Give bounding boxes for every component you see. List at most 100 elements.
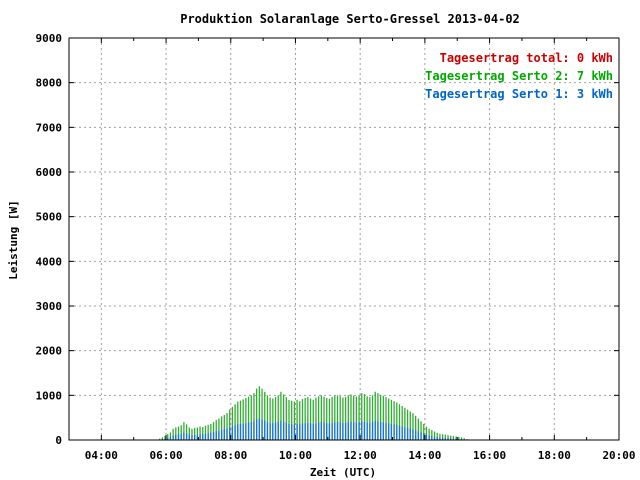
serto-2-bar: [312, 399, 314, 440]
serto-2-bar: [191, 428, 193, 440]
x-tick-label: 18:00: [538, 449, 571, 462]
serto-2-bar: [291, 400, 293, 440]
legend: Tagesertrag total: 0 kWh Tagesertrag Ser…: [425, 51, 613, 101]
serto-2-bar: [460, 437, 463, 440]
serto-2-bar: [296, 399, 298, 440]
serto-1-bar: [172, 435, 174, 440]
x-tick-label: 06:00: [149, 449, 182, 462]
plot-frame: [68, 37, 620, 441]
serto-1-bar: [455, 438, 457, 440]
serto-2-bar: [317, 396, 320, 440]
serto-1-bar: [245, 423, 247, 440]
serto-1-bar: [439, 437, 441, 440]
serto-2-bar: [388, 398, 390, 440]
serto-2-bar: [326, 398, 328, 440]
legend-serto-1: Tagesertrag Serto 1: 3 kWh: [425, 87, 613, 101]
serto-1-bar: [369, 422, 371, 440]
serto-1-bar: [371, 422, 374, 440]
y-tick-label: 9000: [36, 32, 63, 45]
serto-2-bar: [226, 413, 228, 440]
serto-2-bar: [215, 419, 217, 440]
serto-1-bar: [336, 422, 339, 440]
serto-1-bar: [420, 432, 422, 440]
serto-2-bar: [417, 418, 420, 440]
serto-1-bar: [261, 419, 263, 440]
x-tick-label: 12:00: [344, 449, 377, 462]
serto-1-bar: [425, 434, 428, 440]
serto-2-bar: [280, 391, 282, 440]
serto-2-bar: [274, 397, 277, 440]
serto-2-bar: [406, 409, 409, 440]
serto-1-bar: [342, 423, 344, 440]
x-axis-ticks: 04:00 06:00 08:00 10:00 12:00 14:00 16:00 18:00…: [68, 38, 636, 462]
serto-1-bar: [444, 437, 446, 440]
serto-2-bar: [231, 406, 234, 440]
serto-2-bar: [250, 395, 252, 440]
serto-2-bar: [239, 400, 242, 440]
serto-1-bar: [277, 422, 279, 440]
legend-serto-2: Tagesertrag Serto 2: 7 kWh: [425, 69, 613, 83]
serto-2-bar: [266, 395, 269, 440]
serto-2-bar: [210, 423, 212, 440]
serto-2-bar: [425, 426, 428, 440]
serto-1-bar: [223, 429, 225, 440]
serto-2-bar: [293, 401, 296, 440]
y-tick-label: 7000: [36, 121, 63, 134]
serto-2-bar: [277, 395, 279, 440]
serto-1-bar: [379, 421, 382, 440]
y-tick-label: 1000: [36, 389, 63, 402]
y-tick-label: 3000: [36, 300, 63, 313]
serto-1-bar: [428, 435, 430, 440]
serto-2-bar: [237, 401, 239, 440]
serto-2-bar: [347, 395, 349, 440]
serto-1-bar: [301, 423, 304, 440]
serto-2-bar: [366, 396, 368, 440]
serto-2-bar: [264, 391, 266, 440]
serto-1-bar: [312, 423, 314, 440]
serto-1-bar: [404, 427, 406, 440]
y-tick-label: 6000: [36, 166, 63, 179]
serto-1-bar: [317, 422, 320, 440]
serto-2-bar: [269, 397, 271, 440]
serto-2-bar: [361, 393, 363, 440]
serto-1-bar: [229, 427, 231, 440]
serto-2-bar: [212, 422, 215, 440]
serto-1-bar: [180, 433, 182, 440]
serto-2-bar: [164, 435, 166, 440]
serto-1-bar: [256, 419, 258, 440]
serto-1-bar: [266, 422, 269, 440]
serto-2-bar: [285, 397, 287, 440]
serto-1-bar: [339, 422, 341, 440]
serto-2-bar: [218, 418, 220, 440]
serto-2-bar: [247, 396, 250, 440]
serto-2-bar: [382, 395, 384, 440]
serto-1-bar: [253, 421, 255, 440]
serto-1-bar: [363, 421, 366, 440]
serto-2-bar: [175, 427, 177, 440]
serto-1-bar: [239, 423, 242, 440]
serto-2-bar: [415, 415, 417, 440]
serto-2-bar: [355, 396, 358, 440]
serto-1-bar: [210, 432, 212, 440]
serto-2-bar: [258, 386, 261, 440]
serto-2-bar: [304, 398, 306, 440]
y-tick-label: 5000: [36, 211, 63, 224]
serto-2-bar: [374, 391, 376, 440]
serto-1-bar: [433, 436, 436, 440]
serto-2-bar: [436, 432, 438, 440]
serto-2-bar: [158, 438, 161, 440]
serto-1-bar: [188, 434, 190, 440]
serto-2-bar: [229, 409, 231, 440]
y-axis-label: Leistung [W]: [7, 200, 20, 279]
serto-1-bar: [331, 422, 333, 440]
serto-1-bar: [401, 426, 403, 440]
serto-1-bar: [452, 438, 455, 440]
serto-1-bar: [183, 432, 185, 440]
y-tick-label: 0: [55, 434, 62, 447]
serto-1-bar: [396, 425, 398, 440]
serto-1-bar: [237, 424, 239, 440]
serto-1-bar: [293, 424, 296, 440]
serto-1-bar: [355, 422, 358, 440]
serto-2-bar: [363, 393, 366, 440]
legend-total: Tagesertrag total: 0 kWh: [440, 51, 613, 65]
